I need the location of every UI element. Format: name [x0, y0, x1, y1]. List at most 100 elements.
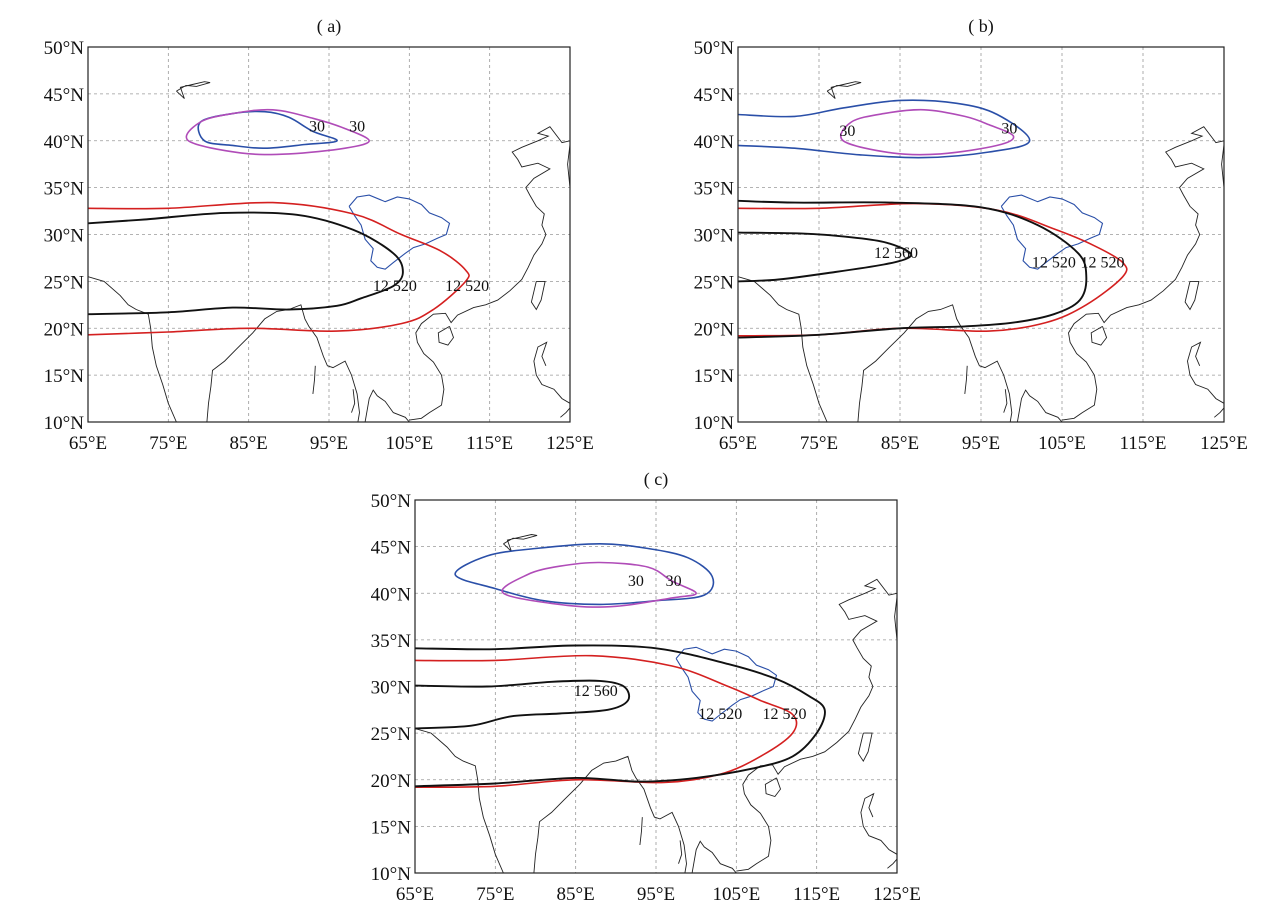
contour-black-12560 — [415, 679, 631, 730]
coastline — [533, 341, 570, 404]
map-frame — [414, 499, 898, 874]
contour-label: 12 520 — [698, 706, 742, 723]
coastline — [176, 81, 211, 99]
coastlines — [88, 81, 570, 422]
contour-label: 12 520 — [1032, 254, 1076, 271]
contour-label: 30 — [839, 123, 855, 140]
contour-blue-30 — [738, 99, 1031, 159]
lon-tick-label: 125°E — [546, 433, 594, 454]
lon-tick-label: 75°E — [149, 433, 187, 454]
lat-tick-label: 20°N — [371, 771, 412, 792]
lon-tick-label: 105°E — [385, 433, 433, 454]
coastline — [639, 817, 643, 846]
coastline — [887, 858, 897, 869]
coastline — [206, 304, 360, 422]
lat-tick-label: 10°N — [694, 413, 735, 434]
lat-tick-label: 25°N — [371, 724, 412, 745]
contour-black-12560 — [738, 231, 913, 283]
lat-tick-label: 30°N — [44, 226, 85, 247]
contour-label: 30 — [309, 118, 325, 135]
contour-label: 12 520 — [763, 706, 807, 723]
lat-tick-label: 45°N — [44, 85, 85, 106]
coastline — [678, 840, 683, 864]
gridlines — [88, 47, 570, 422]
lat-tick-label: 45°N — [371, 538, 412, 559]
panel-title: ( a) — [317, 16, 341, 37]
lat-tick-label: 40°N — [371, 584, 412, 605]
lon-tick-label: 65°E — [69, 433, 107, 454]
coastlines — [738, 81, 1224, 422]
lat-tick-label: 35°N — [371, 631, 412, 652]
panel-b: ( b) 30 30 12 560 12 520 12 520 65°E 75°E 85°E 95… — [650, 0, 1273, 465]
coastline — [736, 578, 897, 872]
lat-tick-label: 15°N — [44, 366, 85, 387]
coastline — [437, 326, 455, 346]
lon-tick-label: 95°E — [962, 433, 1000, 454]
lat-tick-label: 25°N — [44, 272, 85, 293]
coastline — [691, 840, 737, 873]
coastline — [1214, 407, 1224, 418]
lon-tick-label: 115°E — [793, 884, 840, 905]
lat-tick-label: 50°N — [44, 38, 85, 59]
panel-title: ( c) — [644, 469, 668, 490]
lat-tick-label: 50°N — [694, 38, 735, 59]
coastline — [764, 777, 782, 798]
lon-tick-label: 95°E — [310, 433, 348, 454]
coastline — [1061, 126, 1224, 421]
lat-tick-label: 30°N — [371, 678, 412, 699]
coastline — [1184, 280, 1200, 311]
contour-red-12520 — [88, 201, 470, 336]
contour-black-12520 — [738, 199, 1088, 339]
lon-tick-label: 125°E — [873, 884, 921, 905]
contour-black-12520 — [88, 211, 404, 316]
lat-tick-label: 20°N — [44, 319, 85, 340]
panel-a: ( a) 30 30 12 520 12 520 65°E 75°E 85°E 95°E 105°… — [0, 0, 620, 465]
map-b: ( b) 30 30 12 560 12 520 12 520 65°E 75°E 85°E 95… — [694, 16, 1248, 454]
contour-label: 30 — [666, 573, 682, 590]
coastline — [1187, 341, 1224, 404]
contour-magenta-30 — [501, 561, 697, 608]
lon-tick-label: 85°E — [557, 884, 595, 905]
coastline — [1090, 326, 1108, 346]
lat-tick-label: 25°N — [694, 272, 735, 293]
lon-tick-label: 95°E — [637, 884, 675, 905]
coastline — [894, 596, 897, 640]
contour-label: 12 560 — [574, 683, 618, 700]
coastline — [857, 304, 1013, 422]
lat-tick-label: 50°N — [371, 491, 412, 512]
lon-tick-label: 75°E — [476, 884, 514, 905]
lat-tick-label: 45°N — [694, 85, 735, 106]
lon-tick-label: 85°E — [230, 433, 268, 454]
lon-tick-label: 105°E — [712, 884, 760, 905]
panel-title: ( b) — [968, 16, 994, 37]
contour-red-12520 — [415, 654, 798, 788]
lat-tick-label: 30°N — [694, 226, 735, 247]
lat-tick-label: 40°N — [44, 132, 85, 153]
contour-label: 12 520 — [373, 278, 417, 295]
contour-blue-30 — [197, 110, 338, 150]
map-c: ( c) 30 30 12 560 12 520 12 520 65°E 75°E 85°E 95… — [371, 469, 921, 905]
lat-tick-label: 10°N — [371, 864, 412, 885]
contour-magenta-30 — [185, 108, 370, 156]
lat-tick-label: 15°N — [694, 366, 735, 387]
coastline — [857, 732, 873, 762]
contour-label: 12 520 — [445, 278, 489, 295]
coastline — [826, 81, 862, 99]
lon-tick-label: 85°E — [881, 433, 919, 454]
coastlines — [415, 534, 897, 873]
lon-tick-label: 65°E — [396, 884, 434, 905]
coastline — [964, 365, 968, 394]
coastline — [415, 728, 504, 873]
coastline — [312, 365, 316, 394]
lat-tick-label: 35°N — [44, 179, 85, 200]
coastline — [567, 144, 570, 188]
contour-blue-30 — [454, 543, 715, 606]
coastline — [364, 389, 410, 422]
coastline — [1016, 389, 1063, 422]
coastline — [738, 276, 828, 422]
coastline — [860, 792, 897, 855]
basin-outline — [675, 646, 778, 722]
coastline — [560, 407, 570, 418]
coastline — [503, 534, 538, 552]
contour-label: 30 — [349, 118, 365, 135]
